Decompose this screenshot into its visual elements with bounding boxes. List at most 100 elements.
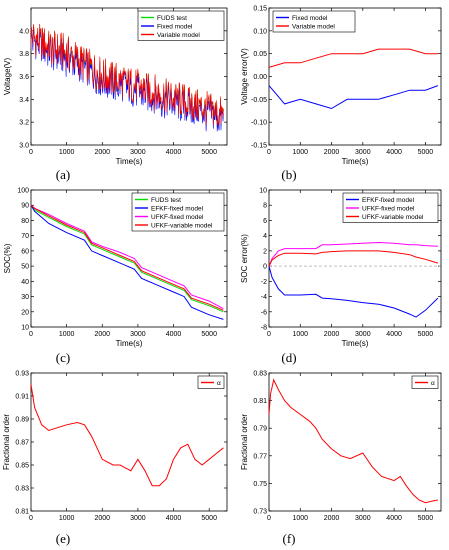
panel-b-xtick-label: 2000 <box>324 149 340 156</box>
panel-c-ytick-label: 80 <box>21 218 29 225</box>
panel-a-legend-label: Variable model <box>157 32 200 39</box>
panel-b-ytick-label: -0.15 <box>251 143 267 150</box>
panel-b-ytick-label: 0.10 <box>253 28 267 35</box>
panel-c-ytick-label: 50 <box>21 264 29 271</box>
panel-c-ytick-label: 60 <box>21 248 29 255</box>
panel-tag-a: (a) <box>55 167 71 182</box>
panel-tag-b: (b) <box>281 167 297 182</box>
panel-b-ytick-label: 0.00 <box>253 74 267 81</box>
panel-d-ytick-label: -2 <box>261 279 267 286</box>
panel-d-series-line-3 <box>268 250 439 267</box>
panel-e-ytick-label: 0.85 <box>15 463 29 470</box>
panel-a-xtick-label: 1000 <box>59 149 75 156</box>
panel-a-ytick-label: 3.0 <box>19 143 29 150</box>
panel-e-ylabel: Fractional order <box>2 414 11 470</box>
panel-d-ytick-label: -4 <box>261 294 267 301</box>
panel-c-ytick-label: 70 <box>21 233 29 240</box>
panel-tag-f: (f) <box>282 531 296 546</box>
panel-a-ytick-label: 4.0 <box>19 28 29 35</box>
panel-f-xtick-label: 5000 <box>418 515 434 522</box>
panel-tag-e: (e) <box>55 531 71 546</box>
panel-a-xtick-label: 5000 <box>201 149 217 156</box>
panel-d-legend-label: UFKF-variable model <box>362 214 424 221</box>
panel-e-ytick-label: 0.89 <box>15 417 29 424</box>
panel-tag-c: (c) <box>55 350 71 365</box>
panel-f-xtick-label: 4000 <box>386 515 402 522</box>
panel-b-legend-label: Variable model <box>292 24 335 31</box>
panel-a-ytick-label: 3.2 <box>19 120 29 127</box>
panel-e-ytick-label: 0.81 <box>15 509 29 516</box>
panel-d-xtick-label: 1000 <box>292 331 308 338</box>
panel-c-ytick-label: 100 <box>17 188 29 195</box>
panel-c-ytick-label: 90 <box>21 203 29 210</box>
panel-e-ytick-label: 0.93 <box>15 371 29 378</box>
panel-a-ytick-label: 3.4 <box>19 97 29 104</box>
panel-b-legend-label: Fixed model <box>292 15 328 22</box>
panel-e-xtick-label: 4000 <box>166 515 182 522</box>
panel-d-series-line-1 <box>268 265 439 318</box>
panel-a-xtick-label: 3000 <box>130 149 146 156</box>
panel-f-ytick-label: 0.83 <box>253 371 267 378</box>
panel-c-legend-label: UFKF-variable model <box>151 223 213 230</box>
panel-c-xtick-label: 5000 <box>201 331 217 338</box>
panel-c-ytick-label: 30 <box>21 294 29 301</box>
panel-c-xtick-label: 0 <box>29 331 33 338</box>
panel-f-xtick-label: 3000 <box>355 515 371 522</box>
panel-c-xlabel: Time(s) <box>116 339 143 348</box>
panel-b-legend-box <box>272 10 356 33</box>
panel-c-series-line-3 <box>30 204 224 310</box>
panel-e-xtick-label: 3000 <box>130 515 146 522</box>
panel-d-xtick-label: 3000 <box>355 331 371 338</box>
panel-c-xtick-label: 2000 <box>94 331 110 338</box>
panel-f-axes <box>268 372 442 512</box>
panel-b-xtick-label: 3000 <box>355 149 371 156</box>
panel-c-series-line-4 <box>30 204 224 311</box>
panel-b-ytick-label: -0.05 <box>251 97 267 104</box>
panel-c-ylabel: SOC(%) <box>3 243 12 273</box>
panel-d-ytick-label: -8 <box>261 325 267 332</box>
panel-e-ytick-label: 0.91 <box>15 394 29 401</box>
panel-c-legend-label: EFKF-fixed model <box>151 206 204 213</box>
panel-d-ytick-label: -6 <box>261 309 267 316</box>
panel-f-ytick-label: 0.79 <box>253 426 267 433</box>
panel-f-xtick-label: 0 <box>267 515 271 522</box>
panel-b-xtick-label: 0 <box>267 149 271 156</box>
panel-c-xtick-label: 1000 <box>59 331 75 338</box>
panel-a-legend-label: FUDS test <box>157 15 187 22</box>
panel-a-xtick-label: 0 <box>29 149 33 156</box>
panel-e-axes <box>30 372 228 512</box>
panel-d-ytick-label: 0 <box>263 264 267 271</box>
panel-d-xtick-label: 0 <box>267 331 271 338</box>
panel-c-legend-label: UFKF-fixed model <box>151 214 204 221</box>
panel-f-ytick-label: 0.77 <box>253 453 267 460</box>
panel-a-xtick-label: 2000 <box>94 149 110 156</box>
panel-a-legend-label: Fixed model <box>157 24 193 31</box>
panel-d-legend-label: UFKF-fixed model <box>362 206 415 213</box>
panel-c-ytick-label: 40 <box>21 279 29 286</box>
panel-d-xlabel: Time(s) <box>342 339 369 348</box>
panel-b-xtick-label: 5000 <box>418 149 434 156</box>
panel-b-xlabel: Time(s) <box>342 157 369 166</box>
panel-d-ytick-label: 6 <box>263 218 267 225</box>
panel-c-xtick-label: 4000 <box>166 331 182 338</box>
panel-e-xtick-label: 5000 <box>201 515 217 522</box>
panel-e-series-line-1 <box>30 384 224 487</box>
panel-e-ytick-label: 0.87 <box>15 440 29 447</box>
panel-d-ytick-label: 8 <box>263 203 267 210</box>
panel-d-xtick-label: 2000 <box>324 331 340 338</box>
panel-a-series-line-3 <box>30 23 224 126</box>
panel-e-xtick-label: 0 <box>29 515 33 522</box>
panel-d-series-line-2 <box>268 241 438 267</box>
panel-a-ylabel: Voltage(V) <box>3 57 12 95</box>
panel-c-xtick-label: 3000 <box>130 331 146 338</box>
panel-tag-d: (d) <box>281 350 297 365</box>
panel-d-legend-label: EFKF-fixed model <box>362 197 415 204</box>
panel-f-xtick-label: 1000 <box>292 515 308 522</box>
panel-e-xtick-label: 1000 <box>59 515 75 522</box>
panel-b-ytick-label: -0.10 <box>251 120 267 127</box>
panel-d-xtick-label: 5000 <box>418 331 434 338</box>
panel-b-series-line-2 <box>268 48 438 68</box>
panel-d-ytick-label: 10 <box>259 188 267 195</box>
panel-b-xtick-label: 4000 <box>386 149 402 156</box>
